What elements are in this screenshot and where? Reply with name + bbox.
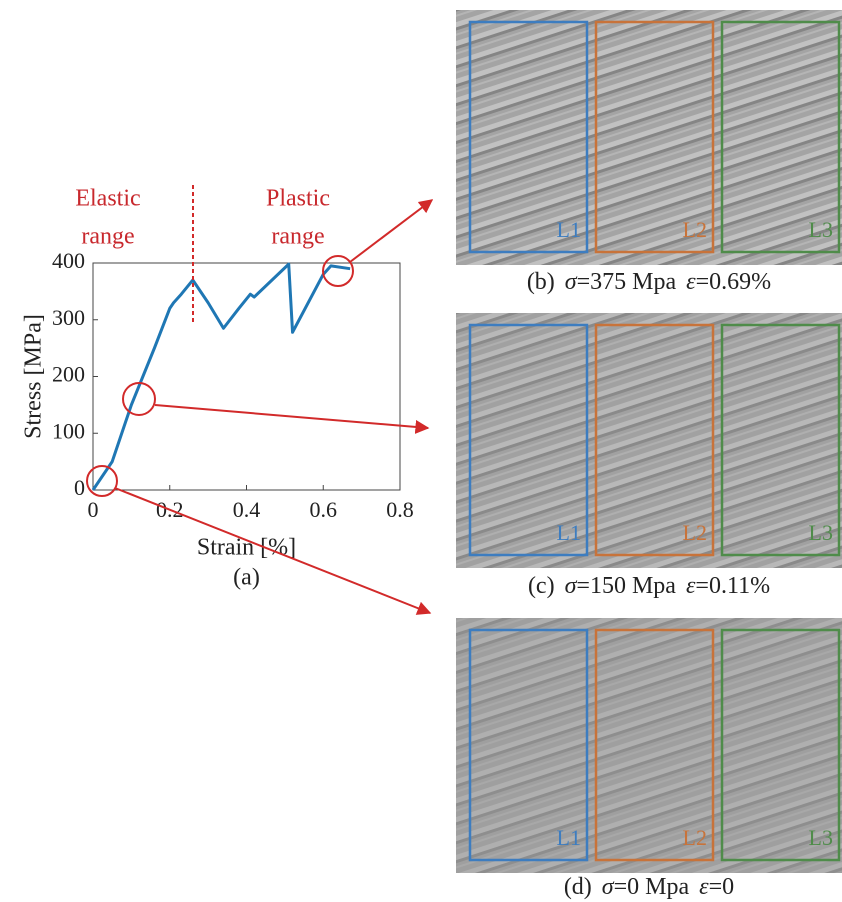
region-label: L3: [809, 520, 833, 545]
region-box: [594, 323, 715, 557]
region-box: [468, 20, 589, 254]
caption-part: σ: [602, 874, 615, 900]
panel-caption: (d) σ=0 Mpa ε=0: [564, 874, 734, 900]
region-label: L3: [809, 217, 833, 242]
y-tick-label: 0: [74, 475, 85, 500]
annotation: Plastic: [266, 186, 330, 212]
region-box: [468, 628, 589, 862]
image-panels: L1 L2 L3(b) σ=375 Mpa ε=0.69%L1 L2 L3(c) σ=150 …: [456, 10, 842, 900]
region-box: [468, 323, 589, 557]
y-tick-label: 100: [52, 418, 85, 443]
x-tick-label: 0.8: [386, 497, 414, 522]
caption-part: ε: [686, 573, 696, 599]
panel-caption: (c) σ=150 Mpa ε=0.11%: [528, 573, 770, 599]
data-line: [91, 262, 351, 491]
arrow-b: [349, 199, 434, 263]
annotation: range: [271, 224, 324, 250]
panel-caption: (b) σ=375 Mpa ε=0.69%: [527, 269, 771, 295]
caption-part: =0.69%: [696, 269, 772, 295]
caption-part: ε: [699, 874, 709, 900]
caption-part: =0.11%: [695, 573, 770, 599]
region-label: L1: [557, 217, 581, 242]
region-label: L2: [683, 520, 707, 545]
region-box: [720, 323, 841, 557]
arrow-d: [114, 487, 432, 615]
caption-part: =375 Mpa: [577, 269, 677, 295]
y-tick-label: 200: [52, 362, 85, 387]
annotation: Elastic: [75, 186, 140, 212]
region-box: [594, 628, 715, 862]
annotation: range: [81, 224, 134, 250]
x-tick-label: 0.4: [233, 497, 261, 522]
circle-c: [122, 382, 156, 416]
circle-b: [322, 255, 354, 287]
caption-part: σ: [565, 269, 578, 295]
micrograph: [456, 10, 842, 265]
caption-part: =0: [709, 874, 735, 900]
callouts: [86, 185, 434, 615]
caption-part: =0 Mpa: [614, 874, 690, 900]
micrograph-shade: [456, 10, 842, 265]
region-label: L2: [683, 825, 707, 850]
y-tick-label: 300: [52, 305, 85, 330]
circle-d: [86, 465, 118, 497]
y-tick-label: 400: [52, 248, 85, 273]
region-label: L3: [809, 825, 833, 850]
caption-part: =150 Mpa: [576, 573, 676, 599]
region-box: [594, 20, 715, 254]
x-tick-label: 0: [88, 497, 99, 522]
region-box: [720, 20, 841, 254]
region-label: L1: [557, 520, 581, 545]
region-box: [720, 628, 841, 862]
caption-part: (c): [528, 573, 555, 599]
caption: (a): [233, 565, 260, 591]
x-tick-label: 0.6: [310, 497, 338, 522]
region-label: L2: [683, 217, 707, 242]
x-axis-label: Strain [%]: [197, 535, 296, 561]
region-label: L1: [557, 825, 581, 850]
caption-part: σ: [565, 573, 578, 599]
caption-part: (d): [564, 874, 592, 900]
caption-part: (b): [527, 269, 555, 295]
caption-part: ε: [686, 269, 696, 295]
arrow-c: [154, 404, 430, 434]
y-axis-label: Stress [MPa]: [21, 314, 47, 439]
micrograph-shade: [456, 313, 842, 568]
micrograph-shade: [456, 618, 842, 873]
